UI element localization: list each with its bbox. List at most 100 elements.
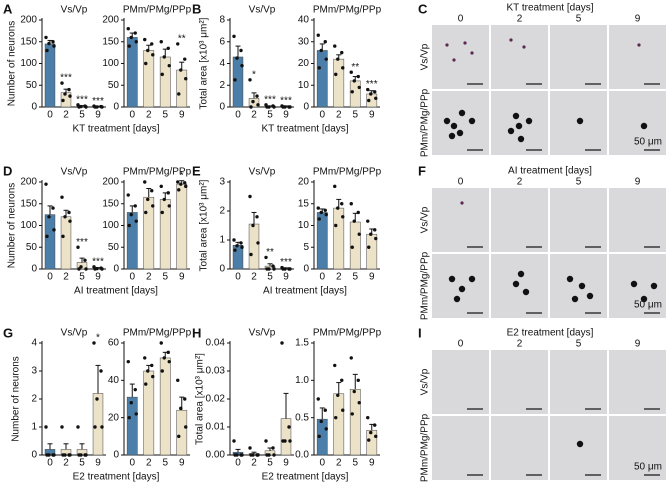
- x-tick-label: 0: [319, 272, 325, 283]
- micrograph: [491, 25, 548, 89]
- y-tick-label: 0: [303, 102, 309, 113]
- data-point: [151, 53, 154, 56]
- scale-bar-label: 50 μm: [634, 300, 662, 311]
- y-tick-label: 50: [26, 242, 38, 253]
- y-tick-label: 150: [102, 198, 119, 209]
- y-tick-label: 6: [219, 36, 225, 47]
- data-point: [374, 97, 377, 100]
- x-tick-label: 9: [95, 458, 101, 469]
- stained-neuron: [459, 110, 465, 116]
- column-label: 0: [458, 14, 464, 25]
- image-panel-title: KT treatment [days]: [506, 3, 593, 14]
- stained-neuron: [469, 276, 475, 282]
- x-tick-label: 9: [179, 110, 185, 121]
- data-point: [130, 401, 133, 404]
- x-tick-label: 9: [369, 272, 375, 283]
- significance: ***: [92, 256, 104, 267]
- significance: ***: [264, 94, 276, 105]
- data-point: [357, 379, 360, 382]
- panel-label: G: [3, 325, 13, 340]
- micrograph: [491, 188, 548, 252]
- data-point: [369, 92, 372, 95]
- bar: [45, 215, 55, 269]
- x-tick-label: 5: [267, 458, 273, 469]
- data-point: [324, 40, 327, 43]
- stained-neuron: [587, 293, 593, 299]
- column-label: 2: [517, 339, 523, 350]
- data-point: [44, 425, 47, 428]
- data-point: [183, 397, 186, 400]
- data-point: [249, 105, 252, 108]
- micrograph: [432, 350, 489, 414]
- data-point: [324, 409, 327, 412]
- stained-neuron: [452, 58, 455, 61]
- stained-neuron: [631, 281, 637, 287]
- data-point: [95, 397, 98, 400]
- data-point: [271, 446, 274, 449]
- data-point: [336, 394, 339, 397]
- data-point: [84, 453, 87, 456]
- y-tick-label: 1.5: [295, 338, 309, 349]
- y-tick-label: 100: [20, 58, 37, 69]
- x-tick-label: 9: [369, 110, 375, 121]
- y-tick-label: 100: [20, 220, 37, 231]
- x-tick-label: 0: [319, 110, 325, 121]
- data-point: [373, 228, 376, 231]
- micrograph: [491, 350, 548, 414]
- data-point: [60, 425, 63, 428]
- stained-neuron: [449, 276, 455, 282]
- panel-label: E: [192, 163, 201, 178]
- y-tick-label: 150: [102, 36, 119, 47]
- bar: [350, 222, 360, 269]
- data-point: [77, 267, 80, 270]
- data-point: [366, 416, 369, 419]
- data-point: [336, 57, 339, 60]
- x-tick-label: 0: [47, 458, 53, 469]
- data-point: [324, 209, 327, 212]
- x-axis-label: KT treatment [days]: [261, 124, 348, 135]
- data-point: [83, 259, 86, 262]
- stained-neuron: [577, 118, 583, 124]
- data-point: [167, 351, 170, 354]
- data-point: [239, 241, 242, 244]
- x-tick-label: 5: [79, 272, 85, 283]
- scale-bar-label: 50 μm: [634, 462, 662, 473]
- data-point: [146, 369, 149, 372]
- bar: [367, 430, 377, 455]
- data-point: [333, 364, 336, 367]
- y-tick-label: 0.00: [206, 450, 226, 461]
- stained-neuron: [469, 118, 475, 124]
- data-point: [127, 193, 130, 196]
- y-tick-label: 0: [113, 264, 119, 275]
- column-label: 9: [635, 339, 641, 350]
- significance: ***: [280, 96, 292, 107]
- data-point: [240, 453, 243, 456]
- y-axis-label: Total area [x10³ μm²]: [195, 353, 206, 445]
- bar: [177, 70, 187, 107]
- y-tick-label: 4: [219, 58, 225, 69]
- x-tick-label: 0: [235, 458, 241, 469]
- data-point: [240, 246, 243, 249]
- significance: **: [266, 247, 274, 258]
- y-tick-label: 60: [108, 338, 120, 349]
- y-tick-label: 15: [298, 198, 310, 209]
- data-point: [320, 420, 323, 423]
- data-point: [163, 55, 166, 58]
- data-point: [183, 57, 186, 60]
- stained-neuron: [449, 133, 455, 139]
- y-tick-label: 0: [31, 102, 37, 113]
- data-point: [93, 267, 96, 270]
- data-point: [168, 204, 171, 207]
- stained-neuron: [457, 130, 463, 136]
- data-point: [150, 42, 153, 45]
- y-tick-label: 0.04: [206, 338, 226, 349]
- data-point: [281, 439, 284, 442]
- data-point: [325, 213, 328, 216]
- significance: ***: [76, 237, 88, 248]
- stained-neuron: [577, 441, 583, 447]
- column-label: 9: [635, 14, 641, 25]
- data-point: [325, 427, 328, 430]
- data-point: [100, 267, 103, 270]
- y-tick-label: 200: [102, 15, 119, 26]
- data-point: [239, 49, 242, 52]
